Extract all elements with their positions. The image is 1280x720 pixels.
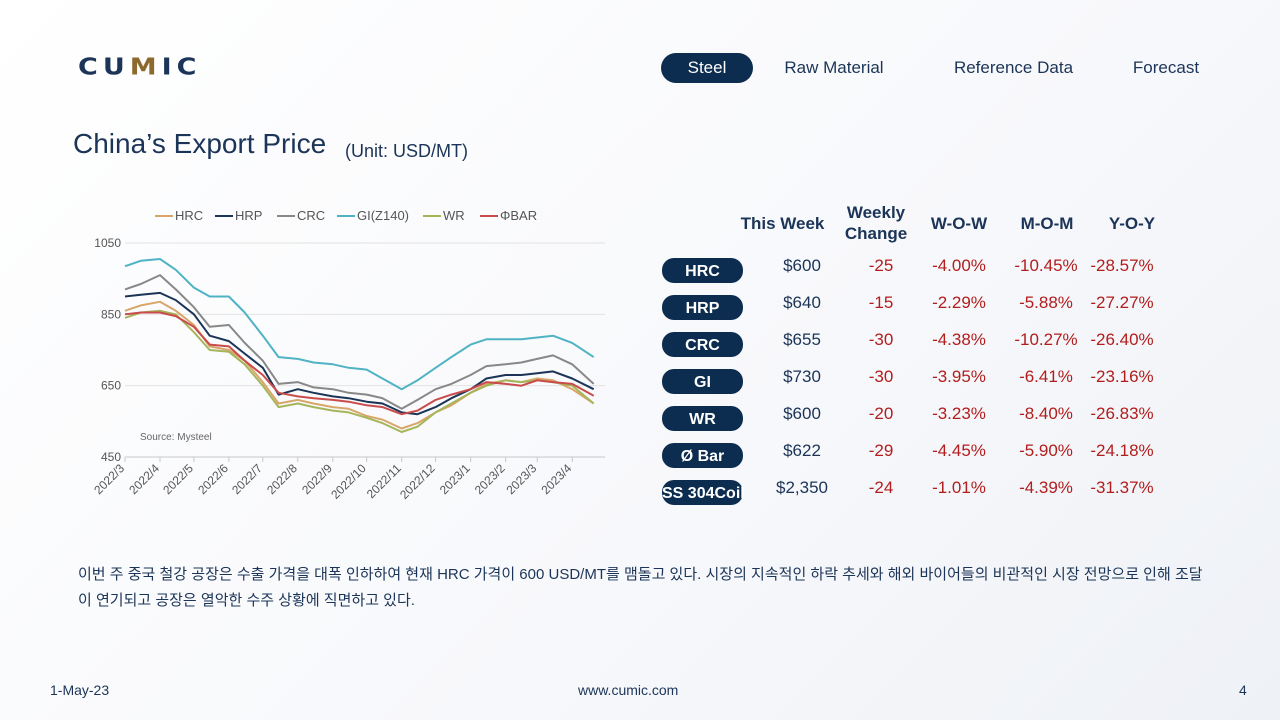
legend-label: WR <box>443 208 465 223</box>
footer-date: 1-May-23 <box>50 682 110 698</box>
x-tick-label: 2022/3 <box>91 461 127 497</box>
legend-label: ΦBAR <box>500 208 537 223</box>
product-badge: HRP <box>662 295 743 320</box>
series-line-crc <box>124 274 595 410</box>
this-week-price: $730 <box>783 367 821 386</box>
yoy-value: -28.57% <box>1090 256 1154 275</box>
yoy-value: -23.16% <box>1090 367 1154 386</box>
x-tick-label: 2022/5 <box>160 461 196 497</box>
mom-value: -5.88% <box>1019 293 1073 312</box>
mom-value: -4.39% <box>1019 478 1073 497</box>
this-week-price: $640 <box>783 293 821 312</box>
legend-label: CRC <box>297 208 325 223</box>
product-badge: SS 304Coil <box>662 480 745 505</box>
this-week-price: $655 <box>783 330 821 349</box>
product-badge: CRC <box>662 332 743 357</box>
series-line-wr <box>124 309 595 433</box>
weekly-change-value: -30 <box>868 330 894 349</box>
product-badge: WR <box>662 406 743 431</box>
y-tick-label: 650 <box>101 379 121 393</box>
unit-label: (Unit: USD/MT) <box>345 141 468 161</box>
wow-value: -4.00% <box>932 256 986 275</box>
y-tick-label: 1050 <box>94 236 121 250</box>
legend-label: HRC <box>175 208 203 223</box>
weekly-change-value: -25 <box>868 256 894 275</box>
yoy-value: -27.27% <box>1090 293 1154 312</box>
header-yoy: Y-O-Y <box>1108 214 1156 233</box>
tab-raw-material[interactable]: Raw Material <box>784 58 884 77</box>
header-wow: W-O-W <box>930 214 988 233</box>
x-tick-label: 2022/11 <box>364 461 404 501</box>
x-tick-label: 2023/2 <box>472 461 508 497</box>
tab-steel[interactable]: Steel <box>661 53 753 83</box>
weekly-change-value: -20 <box>868 404 894 423</box>
wow-value: -4.38% <box>932 330 986 349</box>
x-tick-label: 2022/12 <box>397 461 438 502</box>
weekly-change-value: -24 <box>868 478 894 497</box>
header-mom: M-O-M <box>1020 214 1074 233</box>
product-badge: HRC <box>662 258 743 283</box>
tab-reference-data[interactable]: Reference Data <box>953 58 1074 77</box>
page-title: China’s Export Price <box>73 128 327 159</box>
logo-text-end: IC <box>161 54 202 81</box>
wow-value: -2.29% <box>932 293 986 312</box>
this-week-price: $600 <box>783 404 821 423</box>
x-tick-label: 2022/7 <box>229 461 265 497</box>
mom-value: -5.90% <box>1019 441 1073 460</box>
series-line-hrp <box>124 291 595 416</box>
header-this-week: This Week <box>740 214 825 233</box>
legend-label: HRP <box>235 208 262 223</box>
chart-source: Source: Mysteel <box>140 432 212 443</box>
x-tick-label: 2022/8 <box>264 461 300 497</box>
market-commentary: 이번 주 중국 철강 공장은 수출 가격을 대폭 인하하여 현재 HRC 가격이… <box>78 566 1203 609</box>
yoy-value: -31.37% <box>1090 478 1154 497</box>
wow-value: -3.23% <box>932 404 986 423</box>
weekly-change-value: -30 <box>868 367 894 386</box>
cumic-logo: CUMIC <box>78 54 202 80</box>
logo-text-accent: M <box>129 54 162 81</box>
yoy-value: -24.18% <box>1090 441 1154 460</box>
series-line-gi-z140- <box>124 258 595 391</box>
wow-value: -3.95% <box>932 367 986 386</box>
footer-url[interactable]: www.cumic.com <box>578 682 679 698</box>
tab-forecast[interactable]: Forecast <box>1132 58 1200 77</box>
series-line--bar <box>124 311 595 416</box>
mom-value: -10.45% <box>1014 256 1078 275</box>
wow-value: -1.01% <box>932 478 986 497</box>
this-week-price: $2,350 <box>776 478 828 497</box>
y-tick-label: 450 <box>101 450 121 464</box>
logo-text-start: CU <box>78 54 130 81</box>
legend-label: GI(Z140) <box>357 208 409 223</box>
weekly-change-value: -15 <box>868 293 894 312</box>
x-tick-label: 2022/6 <box>195 461 231 497</box>
header-weekly-change: Weekly Change <box>844 203 908 243</box>
this-week-price: $600 <box>783 256 821 275</box>
x-tick-label: 2023/1 <box>437 461 473 497</box>
mom-value: -8.40% <box>1019 404 1073 423</box>
mom-value: -6.41% <box>1019 367 1073 386</box>
weekly-change-value: -29 <box>868 441 894 460</box>
yoy-value: -26.40% <box>1090 330 1154 349</box>
mom-value: -10.27% <box>1014 330 1078 349</box>
x-tick-label: 2022/10 <box>328 461 369 502</box>
product-badge: GI <box>662 369 743 394</box>
y-tick-label: 850 <box>101 307 121 321</box>
wow-value: -4.45% <box>932 441 986 460</box>
x-tick-label: 2023/4 <box>539 461 575 497</box>
series-line-hrc <box>124 300 595 430</box>
yoy-value: -26.83% <box>1090 404 1154 423</box>
footer-page-number: 4 <box>1239 682 1247 698</box>
x-tick-label: 2023/3 <box>504 461 540 497</box>
product-badge: Ø Bar <box>662 443 743 468</box>
x-tick-label: 2022/4 <box>126 461 162 497</box>
this-week-price: $622 <box>783 441 821 460</box>
